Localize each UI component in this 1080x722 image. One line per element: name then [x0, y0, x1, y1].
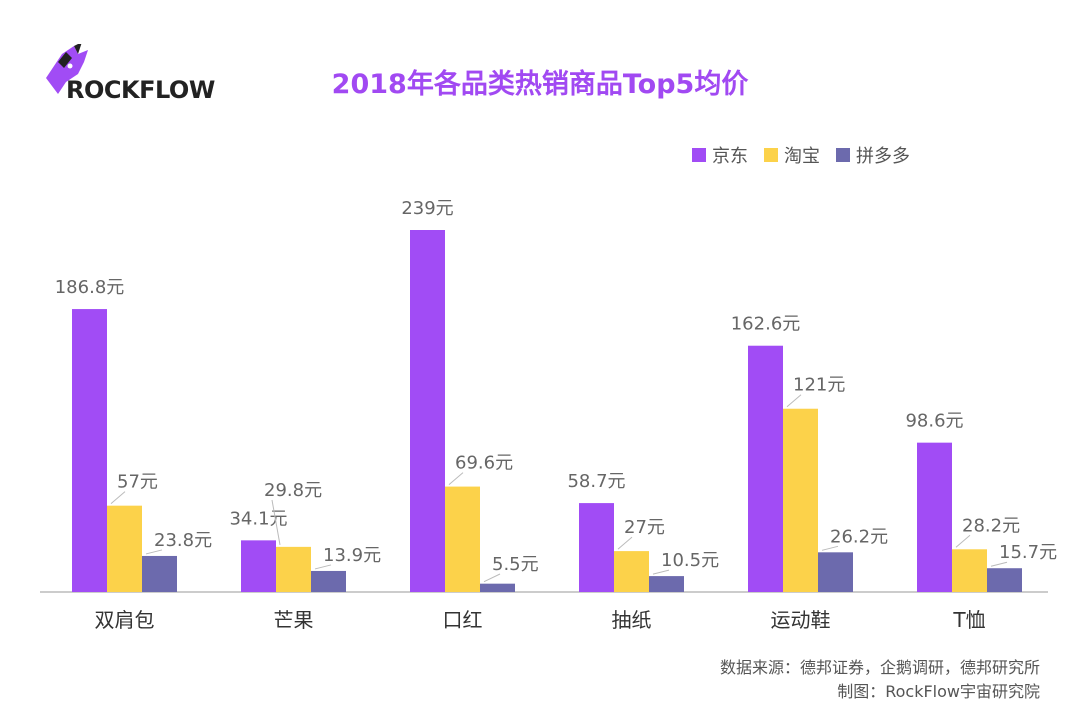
leader-1-4	[786, 394, 802, 408]
source-line-1: 数据来源：德邦证券，企鹅调研，德邦研究所	[719, 658, 1040, 677]
data-label-1-1: 29.8元	[264, 480, 322, 501]
leader-2-3	[652, 569, 670, 575]
leader-2-5	[990, 561, 1008, 567]
bar-2-3	[649, 576, 684, 592]
data-label-2-4: 26.2元	[830, 526, 888, 547]
data-label-0-5: 98.6元	[905, 411, 963, 432]
category-label-3: 抽纸	[612, 608, 652, 632]
data-label-2-3: 10.5元	[661, 550, 719, 571]
data-label-1-3: 27元	[624, 517, 665, 538]
category-label-4: 运动鞋	[771, 608, 831, 632]
legend-label-pdd: 拼多多	[856, 146, 910, 167]
data-label-2-1: 13.9元	[323, 545, 381, 566]
leader-1-3	[617, 536, 633, 550]
chart-title: 2018年各品类热销商品Top5均价	[331, 69, 749, 100]
bar-0-3	[579, 503, 614, 592]
data-label-2-5: 15.7元	[999, 542, 1057, 563]
leader-1-1	[271, 499, 281, 545]
bar-1-0	[107, 505, 142, 592]
logo-text: ROCKFLOW	[66, 76, 215, 104]
legend-swatch-taobao	[764, 148, 778, 162]
bar-1-1	[276, 546, 311, 592]
bar-0-2	[410, 230, 445, 592]
category-label-0: 双肩包	[95, 608, 155, 632]
bar-1-4	[783, 408, 818, 592]
data-label-1-0: 57元	[117, 472, 158, 493]
bar-0-5	[917, 442, 952, 592]
data-label-0-1: 34.1元	[229, 508, 287, 529]
data-label-0-3: 58.7元	[567, 471, 625, 492]
bar-2-4	[818, 552, 853, 592]
data-label-0-2: 239元	[401, 198, 453, 219]
source-line-2: 制图：RockFlow宇宙研究院	[837, 682, 1040, 701]
data-label-0-0: 186.8元	[55, 277, 125, 298]
bar-2-5	[987, 568, 1022, 592]
leader-1-5	[955, 534, 971, 548]
bar-0-1	[241, 540, 276, 592]
legend-item-taobao: 淘宝	[764, 142, 820, 168]
category-label-1: 芒果	[274, 608, 314, 632]
bar-1-2	[445, 486, 480, 592]
bar-0-0	[72, 309, 107, 592]
leader-1-2	[448, 472, 464, 485]
legend-item-pdd: 拼多多	[836, 142, 910, 168]
data-label-1-2: 69.6元	[455, 453, 513, 474]
legend-swatch-jd	[692, 148, 706, 162]
source-note: 数据来源：德邦证券，企鹅调研，德邦研究所 制图：RockFlow宇宙研究院	[720, 656, 1040, 704]
data-label-2-2: 5.5元	[492, 554, 539, 575]
bar-2-1	[311, 570, 346, 592]
bar-2-0	[142, 555, 177, 592]
legend-item-jd: 京东	[692, 142, 748, 168]
bar-1-5	[952, 549, 987, 592]
leader-2-4	[821, 545, 839, 551]
data-label-2-0: 23.8元	[154, 530, 212, 551]
legend-label-taobao: 淘宝	[784, 146, 820, 167]
category-label-2: 口红	[443, 608, 483, 632]
data-label-1-4: 121元	[793, 375, 845, 396]
bar-2-2	[480, 583, 515, 592]
bar-0-4	[748, 345, 783, 592]
legend: 京东 淘宝 拼多多	[692, 142, 910, 168]
data-label-0-4: 162.6元	[731, 314, 801, 335]
bar-1-3	[614, 551, 649, 592]
category-label-5: T恤	[952, 608, 985, 632]
leader-2-1	[314, 564, 332, 570]
legend-label-jd: 京东	[712, 146, 748, 167]
data-label-1-5: 28.2元	[962, 515, 1020, 536]
rockflow-logo	[46, 44, 88, 94]
leader-2-2	[483, 573, 501, 583]
legend-swatch-pdd	[836, 148, 850, 162]
leader-1-0	[110, 491, 126, 505]
unicorn-icon	[46, 44, 88, 94]
leader-2-0	[145, 549, 163, 555]
